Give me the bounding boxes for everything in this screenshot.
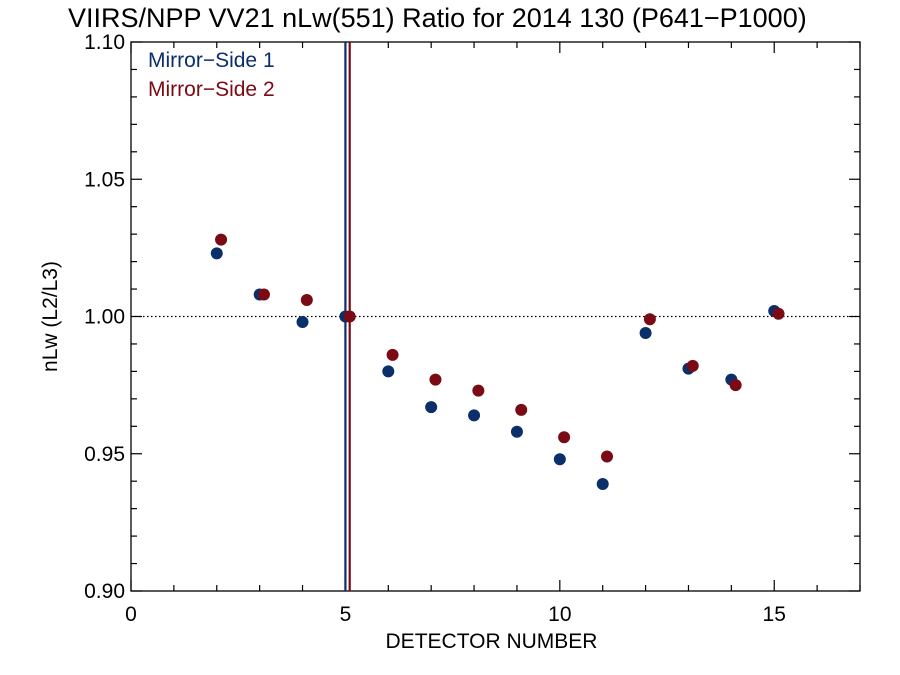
y-tick-label: 0.90 (84, 580, 125, 603)
data-point (257, 288, 270, 301)
y-tick-label: 1.00 (84, 306, 125, 329)
data-point (558, 431, 571, 444)
x-tick-label: 0 (125, 603, 137, 626)
y-tick-label: 1.10 (84, 31, 125, 54)
data-point (468, 409, 481, 422)
data-point (210, 247, 223, 260)
legend-entry: Mirror−Side 2 (148, 78, 275, 101)
data-point (600, 450, 613, 463)
data-point (300, 294, 313, 307)
data-point (686, 359, 699, 372)
data-point (729, 379, 742, 392)
data-point (215, 233, 228, 246)
data-point (553, 453, 566, 466)
data-point (386, 348, 399, 361)
y-tick-label: 1.05 (84, 168, 125, 191)
legend-entry: Mirror−Side 1 (148, 49, 275, 72)
y-axis-label: nLw (L2/L3) (39, 261, 62, 372)
x-tick-label: 5 (340, 603, 352, 626)
y-tick-label: 0.95 (84, 443, 125, 466)
x-tick-label: 10 (548, 603, 571, 626)
data-point (429, 373, 442, 386)
data-point (596, 477, 609, 490)
data-point (343, 310, 356, 323)
plot-area: 0 5 10 15 0.90 0.95 1.00 1.05 1.10 Mirror−Side 1 M… (84, 31, 861, 626)
data-point (639, 326, 652, 339)
data-point (643, 313, 656, 326)
x-axis-label: DETECTOR NUMBER (386, 630, 598, 653)
data-point (772, 307, 785, 320)
data-point (472, 384, 485, 397)
chart-title: VIIRS/NPP VV21 nLw(551) Ratio for 2014 1… (68, 3, 807, 33)
data-point (296, 315, 309, 328)
x-tick-label: 15 (763, 603, 786, 626)
data-point (425, 401, 438, 414)
data-point (382, 365, 395, 378)
data-point (510, 425, 523, 438)
data-point (515, 403, 528, 416)
